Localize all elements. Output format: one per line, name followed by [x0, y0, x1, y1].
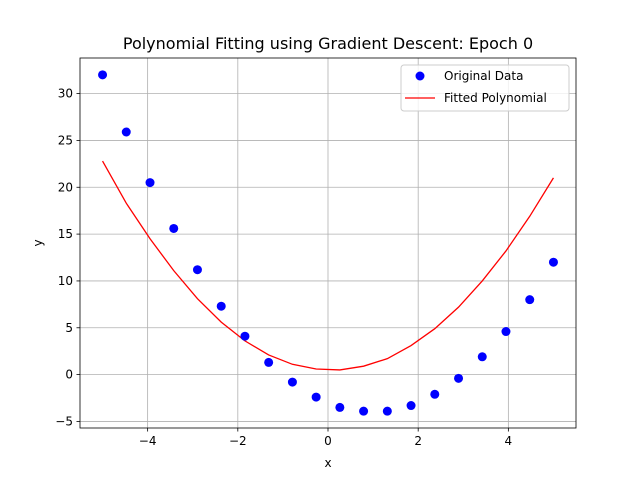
legend-label-fitted-polynomial: Fitted Polynomial — [444, 91, 547, 105]
data-point — [382, 406, 392, 416]
data-point — [145, 178, 155, 188]
legend-box — [400, 64, 570, 112]
x-axis-label: x — [324, 456, 331, 470]
x-tick-label: 2 — [414, 434, 422, 448]
legend: Original Data Fitted Polynomial — [400, 64, 570, 112]
y-tick-label: 5 — [65, 321, 73, 335]
data-point — [477, 352, 487, 362]
data-point — [335, 402, 345, 412]
y-tick-label: 0 — [65, 368, 73, 382]
data-points-layer — [98, 70, 558, 416]
data-point — [359, 406, 369, 416]
y-tick-label: 10 — [58, 274, 73, 288]
data-point — [454, 373, 464, 383]
fitted-polynomial-line — [101, 160, 555, 371]
data-point — [98, 70, 108, 80]
y-tick-label: 20 — [58, 180, 73, 194]
grid-lines — [80, 58, 576, 428]
data-point — [216, 301, 226, 311]
y-tick-label: −5 — [55, 414, 73, 428]
y-tick-label: 25 — [58, 133, 73, 147]
y-axis-label: y — [31, 239, 45, 246]
data-point — [192, 265, 202, 275]
x-tick-label: 0 — [324, 434, 332, 448]
y-tick-label: 15 — [58, 227, 73, 241]
data-point — [406, 401, 416, 411]
x-tick-label: 4 — [505, 434, 513, 448]
data-point — [240, 331, 250, 341]
data-point — [169, 223, 179, 233]
x-tick-label: −2 — [229, 434, 247, 448]
fitted-polynomial-layer — [101, 160, 555, 371]
data-point — [311, 392, 321, 402]
x-axis-ticks: −4 −2 0 2 4 — [139, 428, 512, 448]
legend-label-original-data: Original Data — [444, 69, 523, 83]
y-axis-ticks: −5 0 5 10 15 20 25 30 — [55, 87, 80, 428]
y-tick-label: 30 — [58, 87, 73, 101]
data-point — [501, 327, 511, 337]
data-point — [264, 357, 274, 367]
chart-title: Polynomial Fitting using Gradient Descen… — [123, 34, 533, 53]
data-point — [548, 257, 558, 267]
data-point — [430, 389, 440, 399]
data-point — [525, 295, 535, 305]
data-point — [287, 377, 297, 387]
x-tick-label: −4 — [139, 434, 157, 448]
data-point — [121, 127, 131, 137]
legend-marker-original-data — [415, 71, 425, 81]
